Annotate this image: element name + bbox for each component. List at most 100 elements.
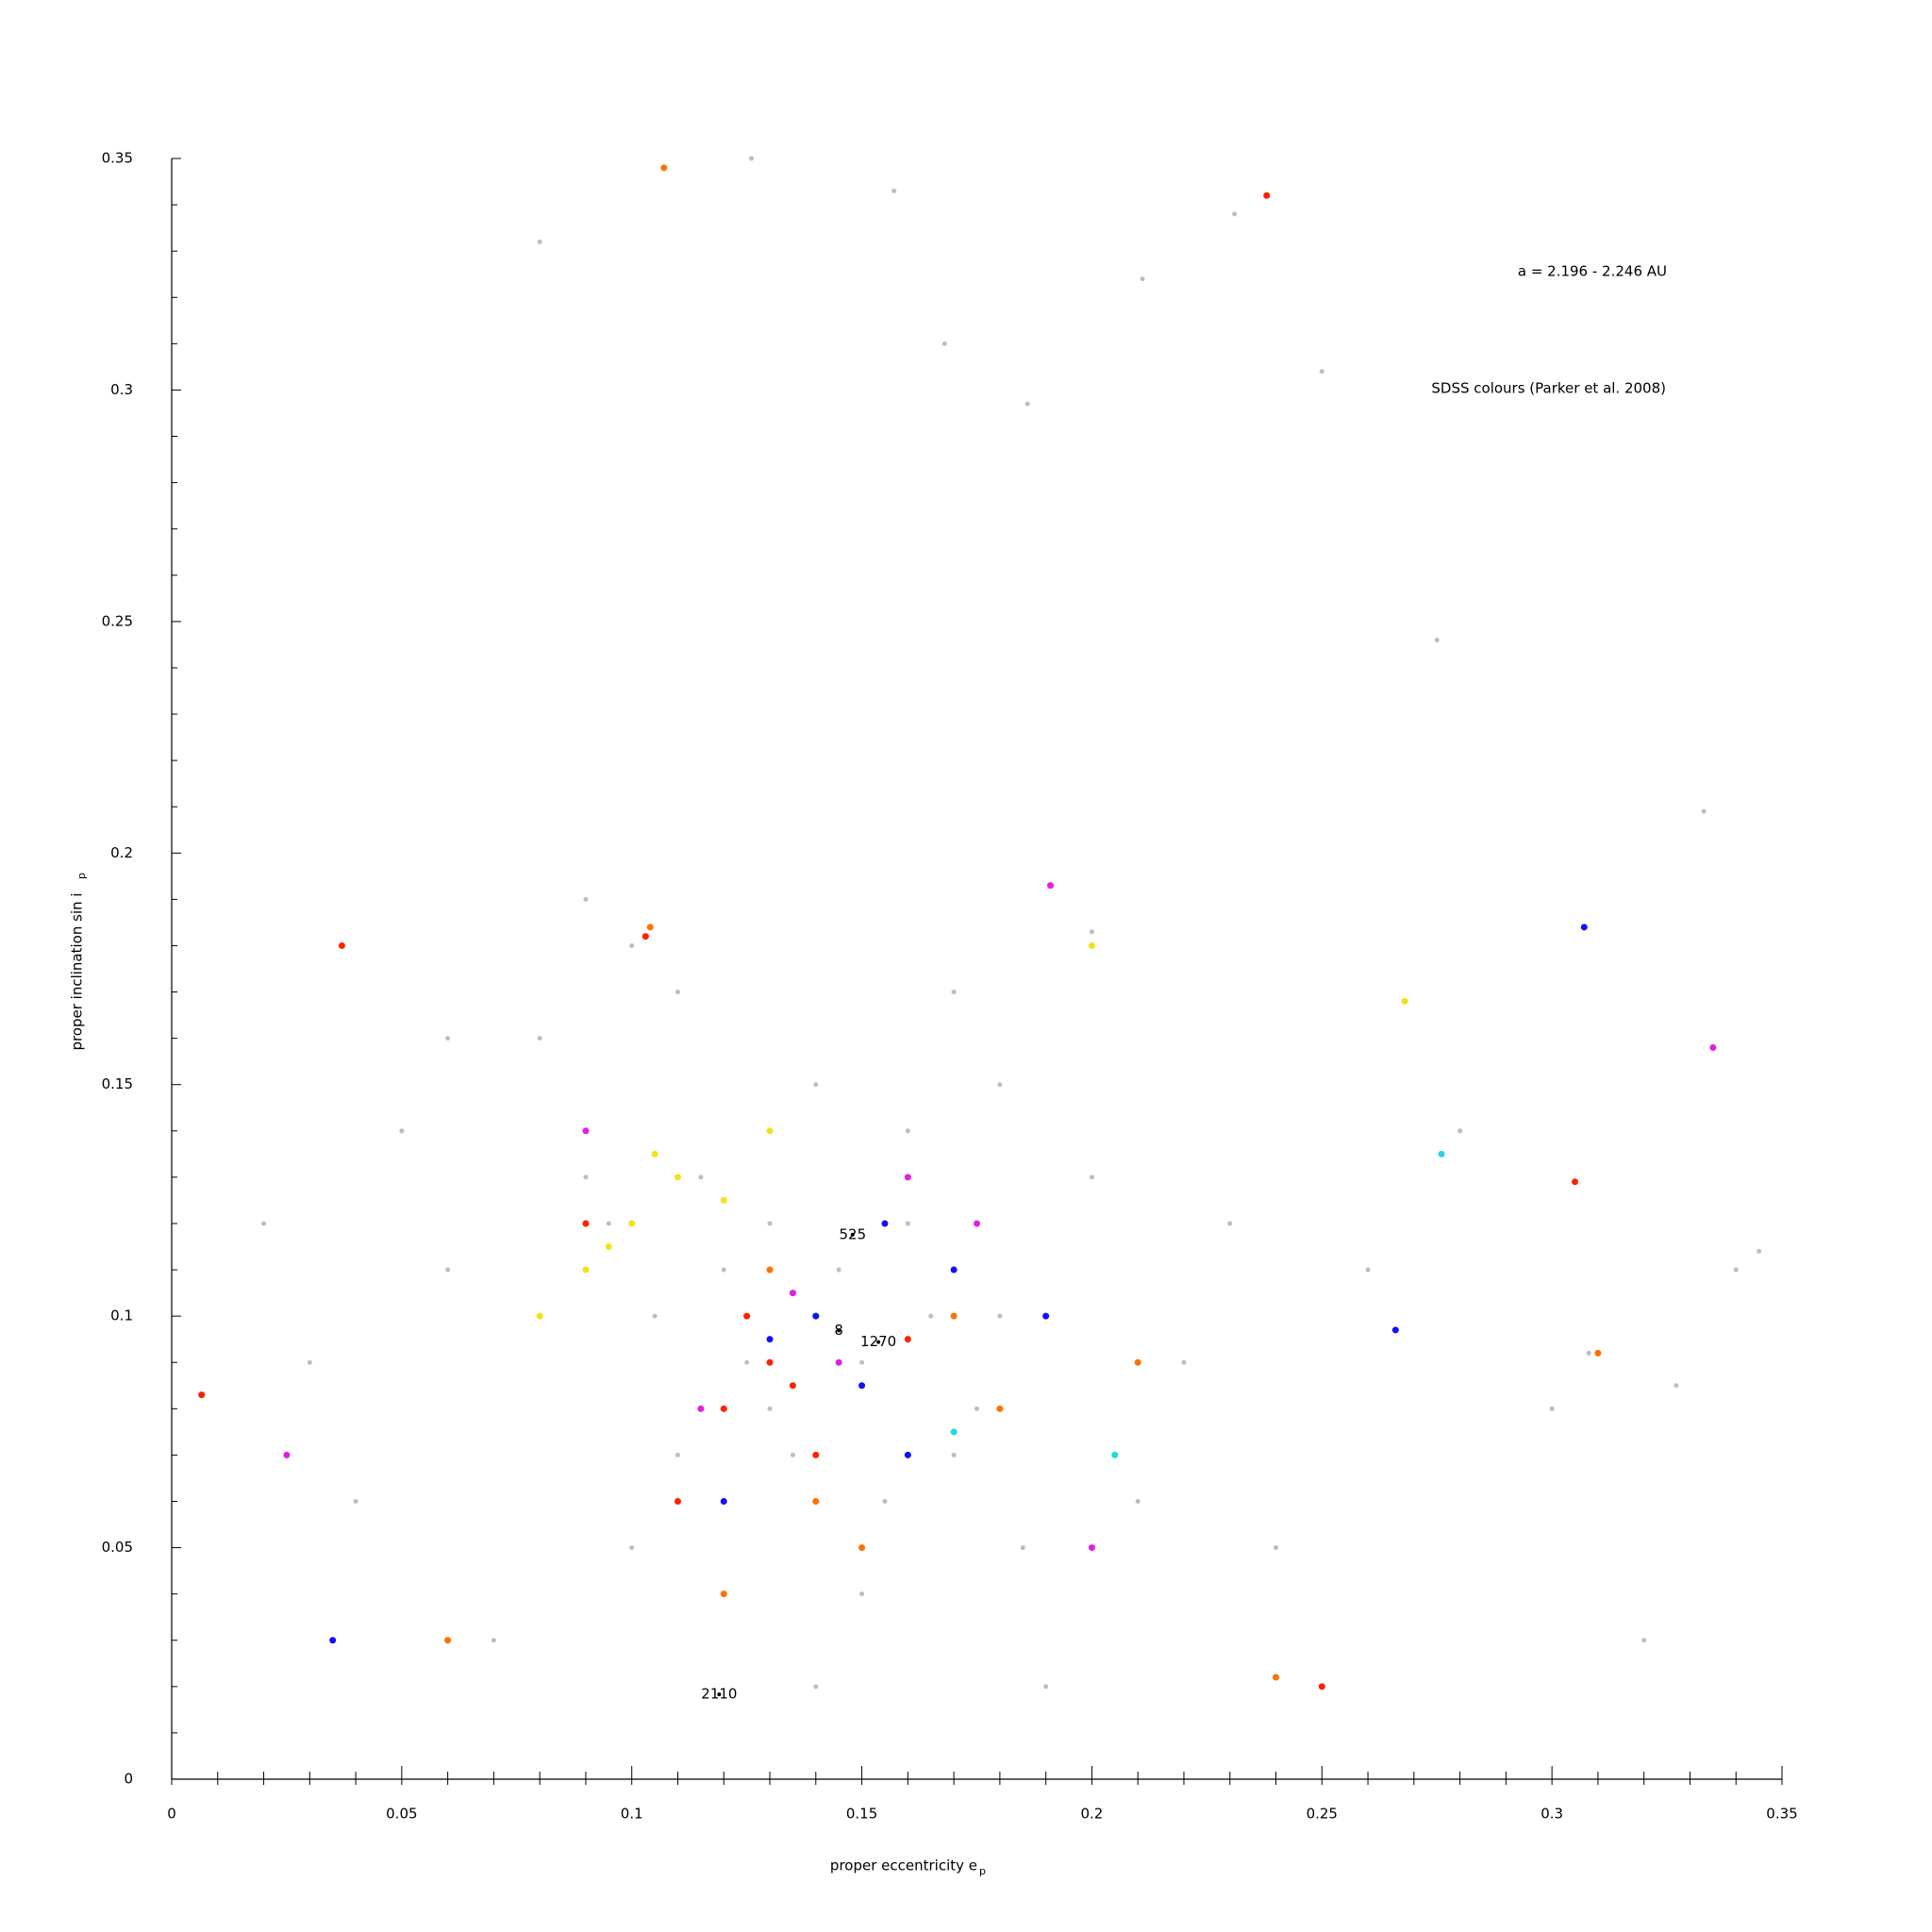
annotated-point (876, 1340, 881, 1344)
point (399, 1128, 405, 1134)
point (1134, 1358, 1141, 1366)
point (629, 1545, 635, 1551)
point (1089, 1174, 1094, 1180)
x-axis-label: proper eccentricity e (830, 1857, 977, 1874)
point (1580, 924, 1588, 931)
point (997, 1313, 1003, 1319)
point (1232, 211, 1238, 217)
point (813, 1082, 819, 1088)
point (1434, 637, 1440, 642)
point (1047, 882, 1055, 890)
point (198, 1391, 206, 1399)
point (881, 1220, 889, 1227)
y-tick-label: 0.05 (102, 1539, 133, 1556)
point (858, 1544, 866, 1552)
point (974, 1220, 980, 1227)
point (836, 1267, 841, 1273)
point (997, 1082, 1003, 1088)
y-axis-label-group: proper inclination sin i p (69, 873, 89, 1051)
point (1594, 1349, 1602, 1357)
point (1319, 369, 1324, 375)
annotation: SDSS colours (Parker et al. 2008) (1431, 380, 1666, 397)
point (651, 1150, 658, 1158)
point (905, 1221, 910, 1226)
x-tick-label: 0.35 (1766, 1806, 1797, 1823)
x-axis-label-sub: p (979, 1865, 986, 1877)
point (812, 1497, 820, 1505)
point (813, 1684, 819, 1690)
point (1674, 1383, 1679, 1389)
x-tick-label: 0 (167, 1806, 176, 1823)
point (950, 1312, 958, 1320)
point (789, 1382, 796, 1390)
point (537, 1036, 542, 1041)
point (858, 1382, 866, 1390)
x-tick-label: 0.05 (386, 1806, 417, 1823)
x-tick-label: 0.3 (1541, 1806, 1563, 1823)
point (674, 1174, 681, 1181)
point (1318, 1683, 1325, 1690)
point (904, 1336, 911, 1343)
point (1089, 929, 1094, 935)
point (1586, 1350, 1591, 1356)
point (1042, 1312, 1050, 1320)
point (1227, 1221, 1233, 1226)
point (1709, 1043, 1717, 1051)
point (582, 1220, 590, 1227)
point (721, 1267, 726, 1273)
point (882, 1498, 888, 1504)
point (720, 1591, 727, 1598)
point (652, 1313, 658, 1319)
point (628, 1220, 636, 1227)
y-axis-label-sub: p (75, 873, 88, 879)
point (353, 1498, 358, 1504)
y-tick-label: 0 (124, 1771, 133, 1788)
point (1549, 1406, 1555, 1411)
point (1273, 1674, 1280, 1681)
point (307, 1359, 312, 1365)
point (641, 933, 649, 941)
point (698, 1174, 704, 1180)
x-tick-label: 0.1 (621, 1806, 643, 1823)
point (675, 1452, 680, 1457)
point (720, 1196, 727, 1204)
point (766, 1127, 774, 1135)
point (766, 1358, 774, 1366)
point (790, 1452, 795, 1457)
point (1457, 1128, 1463, 1134)
y-tick-label: 0.25 (102, 612, 133, 629)
point (329, 1637, 337, 1644)
y-axis-label: proper inclination sin i (69, 892, 86, 1050)
annotated-point (837, 1328, 841, 1333)
point (445, 1267, 451, 1273)
point (891, 188, 897, 193)
point (1140, 276, 1145, 282)
point (1365, 1267, 1371, 1273)
point (974, 1406, 979, 1411)
point (767, 1221, 773, 1226)
point (582, 1266, 590, 1274)
point (1757, 1248, 1762, 1254)
annotated-point (717, 1692, 722, 1697)
point (928, 1313, 934, 1319)
point (1088, 1544, 1095, 1552)
point (1701, 808, 1707, 814)
point-label: 525 (839, 1225, 866, 1242)
y-tick-label: 0.15 (102, 1075, 133, 1092)
point (606, 1221, 611, 1226)
x-tick-label: 0.2 (1080, 1806, 1103, 1823)
point (444, 1637, 452, 1644)
point (1024, 401, 1030, 407)
point (675, 990, 680, 995)
point (743, 1312, 751, 1320)
point (445, 1036, 451, 1041)
point (941, 341, 947, 346)
point (1043, 1684, 1049, 1690)
point (859, 1359, 865, 1365)
point (1733, 1267, 1739, 1273)
point-label: 1270 (860, 1333, 896, 1350)
point (812, 1451, 820, 1458)
point (1111, 1451, 1119, 1458)
point (1401, 997, 1408, 1005)
